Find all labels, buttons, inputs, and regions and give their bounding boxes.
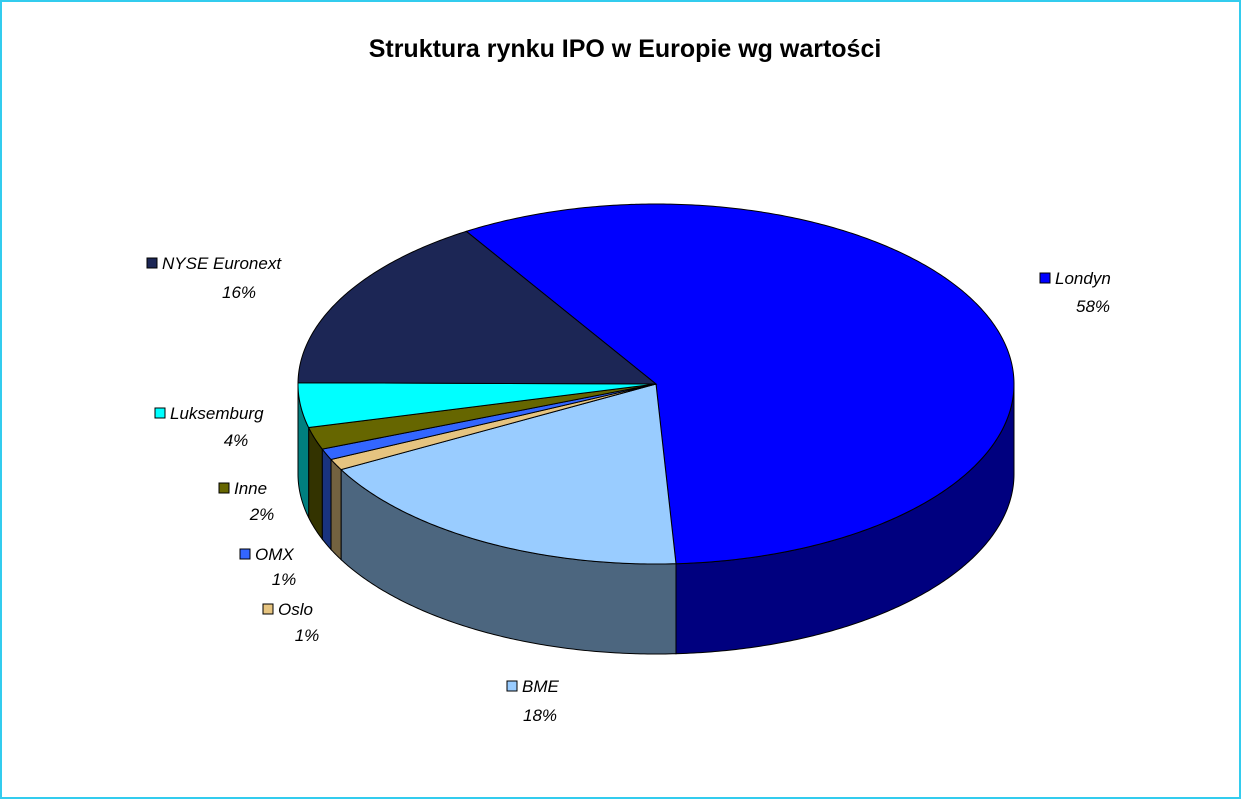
- slice: [330, 383, 657, 471]
- slice-name: NYSE Euronext: [162, 254, 282, 273]
- slice: [340, 383, 677, 565]
- labels: Londyn 58% BME 18% Oslo 1% OMX 1% Inne 2% Luksembu…: [146, 254, 1111, 725]
- slice-value-label: 16%: [222, 283, 256, 302]
- slice-value-label: 58%: [1076, 297, 1110, 316]
- slice-name: BME: [522, 677, 560, 696]
- legend-swatch: [239, 548, 251, 560]
- slice-value-label: 1%: [272, 570, 297, 589]
- slice: [297, 230, 658, 385]
- legend-swatch: [506, 680, 518, 692]
- slice-name: Inne: [234, 479, 267, 498]
- slice-value-label: 2%: [249, 505, 275, 524]
- pie-tops: [297, 203, 1015, 565]
- chart-title: Struktura rynku IPO w Europie wg wartośc…: [369, 35, 882, 63]
- slice: [321, 383, 657, 461]
- legend-swatch: [146, 257, 158, 269]
- slice: [465, 203, 1015, 565]
- slice-side: [330, 458, 342, 561]
- legend-swatch: [218, 482, 230, 494]
- slice-side: [321, 447, 332, 551]
- slice-value-label: 1%: [295, 626, 320, 645]
- legend-swatch: [154, 407, 166, 419]
- slice-value-label: 18%: [523, 706, 557, 725]
- legend-swatch: [1039, 272, 1051, 284]
- slice: [297, 382, 657, 429]
- slice: [307, 383, 657, 450]
- slice-value-label: 4%: [224, 431, 249, 450]
- slice-name: Luksemburg: [170, 404, 264, 423]
- slice-name: Londyn: [1055, 269, 1111, 288]
- slice-name: Oslo: [278, 600, 313, 619]
- slice-name: OMX: [255, 545, 294, 564]
- legend-swatch: [262, 603, 274, 615]
